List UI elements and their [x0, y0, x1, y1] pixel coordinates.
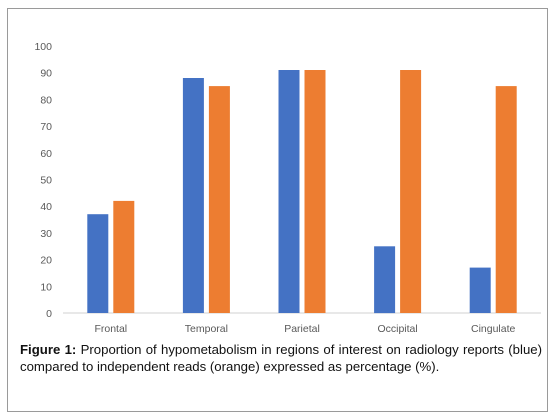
y-tick-label: 0: [46, 308, 52, 320]
y-tick-label: 100: [34, 41, 52, 53]
x-tick-label: Frontal: [94, 323, 127, 335]
blue-bar-frontal: [87, 214, 109, 313]
y-tick-label: 70: [40, 121, 52, 133]
figure-frame: [7, 8, 548, 412]
orange-bar-temporal: [208, 86, 230, 313]
orange-bar-frontal: [113, 200, 135, 313]
y-tick-label: 90: [40, 68, 52, 80]
orange-bar-parietal: [304, 70, 326, 313]
blue-bar-occipital: [374, 246, 396, 314]
y-tick-label: 40: [40, 201, 52, 213]
caption-text: Proportion of hypometabolism in regions …: [20, 342, 543, 374]
y-tick-label: 60: [40, 148, 52, 160]
y-tick-label: 10: [40, 281, 52, 293]
x-tick-label: Occipital: [377, 323, 417, 335]
orange-bar-occipital: [400, 70, 422, 313]
orange-bar-cingulate: [495, 86, 517, 313]
x-tick-label: Temporal: [185, 323, 228, 335]
y-tick-label: 20: [40, 255, 52, 267]
blue-bar-cingulate: [469, 267, 491, 313]
y-tick-label: 80: [40, 94, 52, 106]
y-tick-label: 30: [40, 228, 52, 240]
figure-caption: Figure 1: Proportion of hypometabolism i…: [20, 341, 542, 375]
x-tick-label: Cingulate: [471, 323, 516, 335]
blue-bar-parietal: [278, 70, 300, 313]
blue-bar-temporal: [182, 78, 204, 313]
caption-label: Figure 1:: [20, 342, 77, 357]
x-tick-label: Parietal: [284, 323, 320, 335]
bar-chart: 0 10 20 30 40 50 60 70 80 90 100 Frontal Temporal Pa…: [34, 41, 541, 335]
y-tick-label: 50: [40, 175, 52, 187]
